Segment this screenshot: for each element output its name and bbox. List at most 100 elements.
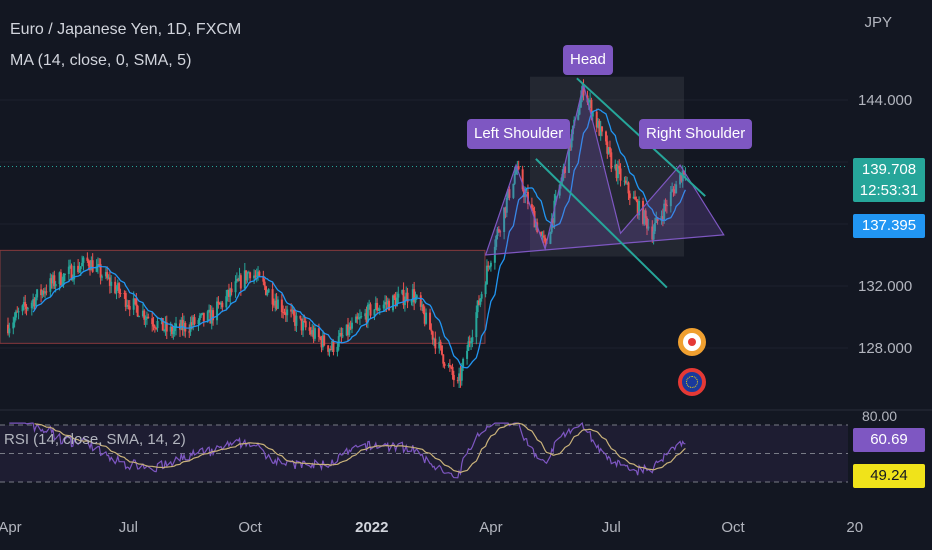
time-tick-label: 2022 [355, 519, 388, 536]
candle-body [100, 276, 103, 278]
candle-body [22, 302, 25, 306]
candle-body [107, 277, 110, 279]
candle-body [82, 257, 85, 263]
candle-body [25, 306, 28, 309]
candle-body [507, 189, 510, 199]
candle-body [153, 326, 156, 328]
candle-body [317, 328, 320, 337]
callout-right-shoulder: Right Shoulder [639, 119, 753, 149]
candle-body [373, 309, 376, 316]
candle-body [619, 168, 622, 181]
eu-flag-icon[interactable] [678, 368, 706, 396]
candle-body [61, 284, 64, 286]
candle-body [309, 330, 312, 335]
candle-body [33, 299, 36, 307]
candle-body [303, 320, 306, 322]
candle-body [193, 317, 196, 325]
candle-body [475, 312, 478, 338]
candle-body [173, 327, 176, 332]
candle-body [292, 310, 295, 316]
candle-body [438, 341, 441, 349]
price-tick-label: 144.000 [858, 92, 912, 109]
candle-body [376, 302, 379, 311]
candle-body [300, 318, 303, 331]
candle-body [406, 292, 409, 303]
candle-body [656, 217, 659, 221]
candle-body [632, 196, 635, 199]
candle-body [595, 111, 598, 128]
candle-body [200, 314, 203, 316]
candle-body [13, 317, 16, 323]
candle-body [402, 290, 405, 306]
candle-body [198, 315, 201, 320]
candle-body [188, 331, 191, 333]
candle-body [171, 326, 174, 335]
candle-body [319, 336, 322, 339]
candle-body [299, 315, 302, 319]
candle-body [615, 164, 618, 179]
candle-body [221, 302, 224, 308]
candle-body [447, 364, 450, 366]
candle-body [431, 331, 434, 340]
candle-body [495, 236, 498, 247]
candle-body [58, 272, 61, 285]
candle-body [262, 275, 265, 282]
callout-left-shoulder: Left Shoulder [467, 119, 571, 149]
candle-body [283, 312, 286, 314]
rsi-axis-label: 80.00 [862, 408, 897, 424]
candle-body [582, 86, 585, 96]
rsi-pane: 80.00 [0, 408, 897, 483]
rsi-value-tag: 60.69 [853, 428, 925, 452]
candle-body [471, 337, 474, 343]
candle-body [414, 297, 417, 303]
candle-body [321, 335, 324, 348]
ma-price-tag: 137.395 [853, 214, 925, 238]
candle-body [329, 349, 332, 351]
candle-body [136, 305, 139, 317]
candle-body [643, 210, 646, 224]
candle-body [36, 289, 39, 298]
japan-flag-icon[interactable] [678, 328, 706, 356]
candle-body [135, 298, 138, 306]
candle-body [452, 375, 455, 381]
candle-body [661, 216, 664, 220]
candle-body [578, 107, 581, 115]
candle-body [17, 311, 20, 313]
candle-body [59, 272, 62, 286]
candle-body [513, 174, 516, 184]
candle-body [652, 231, 655, 240]
candle-body [549, 232, 552, 244]
candle-body [42, 290, 45, 294]
candle-body [152, 324, 155, 327]
candle-body [175, 323, 178, 328]
candle-body [253, 275, 256, 279]
candle-body [458, 373, 461, 381]
candle-body [276, 299, 279, 309]
candle-body [63, 274, 66, 276]
candle-body [163, 329, 166, 331]
candle-body [331, 340, 334, 350]
candle-body [462, 358, 465, 368]
candle-body [295, 315, 298, 326]
candle-body [41, 290, 44, 296]
price-tick-label: 128.000 [858, 340, 912, 357]
candle-body [304, 321, 307, 328]
candle-body [391, 295, 394, 311]
candle-body [91, 260, 94, 272]
candle-body [397, 293, 400, 298]
candle-body [450, 366, 453, 368]
candle-body [124, 293, 127, 307]
candle-body [618, 165, 621, 169]
candle-body [563, 166, 566, 173]
candle-body [110, 281, 113, 286]
candle-body [108, 277, 111, 286]
time-tick-label: Apr [479, 519, 502, 536]
candle-body [67, 266, 70, 275]
time-tick-label: 20 [846, 519, 863, 536]
candle-body [7, 324, 9, 334]
candle-body [439, 341, 442, 346]
candle-body [614, 164, 617, 169]
candle-body [552, 218, 555, 223]
candle-body [558, 184, 561, 196]
